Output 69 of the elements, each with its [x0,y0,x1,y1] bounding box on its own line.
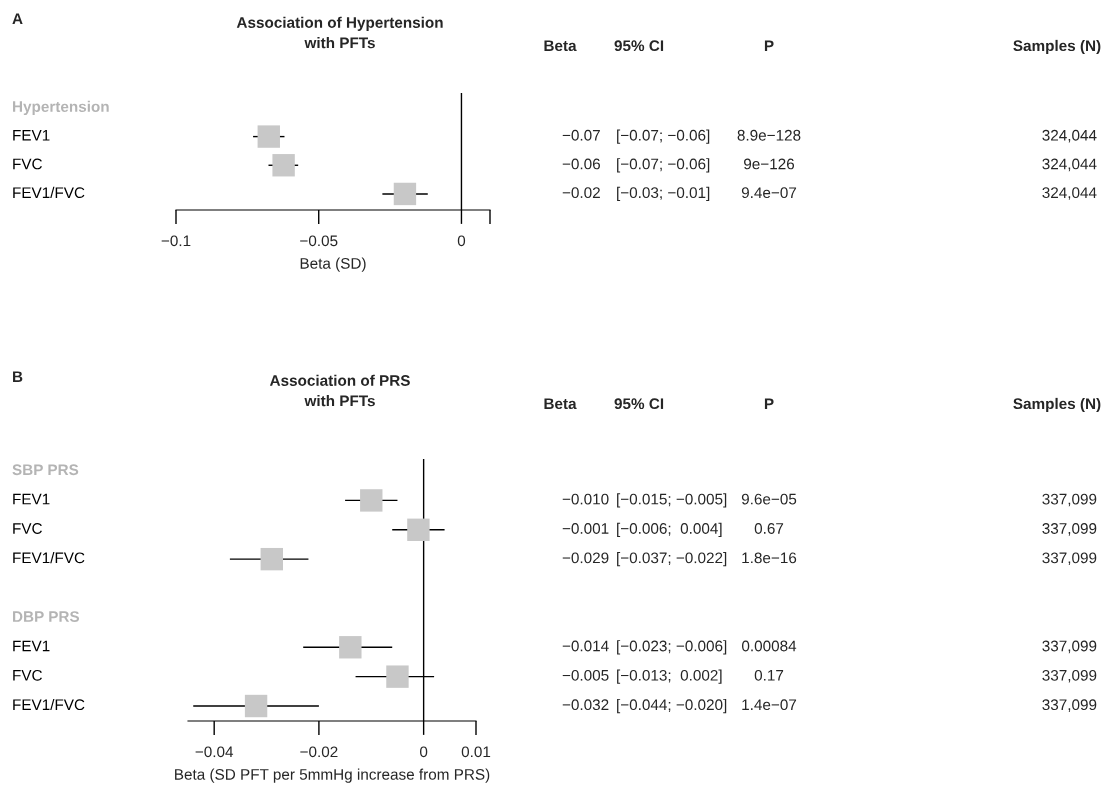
y-tick-label: FVC [13,523,42,534]
text: [−0.07; −0.06] [617,129,710,144]
y-tick-label: FVC [13,158,42,170]
text: 95% CI [614,398,664,410]
text: 0.67 [754,523,784,534]
text: [−0.006; 0.004] [617,522,722,537]
text: 95% CI [614,40,664,52]
text: [−0.03; −0.01] [617,186,710,202]
text: 337,099 [1042,493,1097,507]
x-tick-label: 0 [419,746,428,758]
text: [−0.013; 0.002] [617,669,722,684]
y-tick-label: FEV1 [13,130,50,141]
y-tick-label: DBP PRS [13,611,80,622]
data-label: −0.029 [562,552,609,564]
text: A [12,13,23,24]
text: 337,099 [1042,523,1097,536]
x-tick-label: −0.05 [300,235,338,247]
x-axis-title: Beta (SD PFT per 5mmHg increase from PRS) [175,768,490,783]
y-tick-label: Hypertension [13,100,109,116]
y-tick-label: FEV1/FVC [13,698,85,711]
data-label: −0.010 [562,493,609,505]
data-label: −0.06 [562,158,600,170]
data-label: −0.014 [562,640,609,652]
x-axis-title: Beta (SD) [300,257,366,272]
data-label: −0.001 [562,523,609,534]
x-tick-label: 0 [457,235,466,247]
text: Samples (N) [1013,397,1101,413]
y-tick-label: FVC [13,669,42,681]
text: 0.17 [754,669,784,681]
text: 9e−126 [744,158,795,170]
text: 9.6e−05 [741,493,797,505]
data-label: −0.07 [562,129,600,141]
text: 337,099 [1042,669,1097,683]
text: [−0.015; −0.005] [617,493,727,508]
text: 337,099 [1042,640,1097,654]
text: 1.8e−16 [742,552,797,564]
text: Samples (N) [1013,39,1101,55]
text: 9.4e−07 [741,187,797,199]
data-label: −0.02 [562,187,600,199]
text: [−0.037; −0.022] [617,552,727,567]
y-tick-label: SBP PRS [12,464,79,476]
data-label: −0.005 [562,669,609,681]
text: Beta [544,40,577,52]
text: 1.4e−07 [742,699,797,711]
y-tick-label: FEV1 [13,493,50,505]
x-tick-label: −0.1 [161,235,191,247]
text: B [13,371,23,382]
x-tick-label: −0.04 [195,746,234,758]
chart-title: Association of Hypertension with PFTs [236,16,443,49]
y-tick-label: FEV1/FVC [13,552,85,564]
x-tick-label: −0.02 [300,746,338,758]
text: 0.00084 [741,640,797,652]
text: 324,044 [1042,187,1097,200]
text: 324,044 [1042,158,1097,172]
x-tick-label: 0.01 [461,746,491,758]
text: 324,044 [1042,129,1097,143]
text: Beta [544,398,577,410]
text: [−0.07; −0.06] [617,158,710,173]
chart-title: Association of PRS with PFTs [269,374,410,407]
text: [−0.044; −0.020] [617,698,727,714]
text: 337,099 [1042,699,1097,712]
data-label: −0.032 [562,699,609,711]
y-tick-label: FEV1 [13,640,50,652]
y-tick-label: FEV1/FVC [13,186,85,199]
text: P [764,40,774,51]
text: [−0.023; −0.006] [617,640,727,655]
text: 337,099 [1042,552,1097,566]
text: 8.9e−128 [737,129,801,141]
text: P [764,398,774,409]
